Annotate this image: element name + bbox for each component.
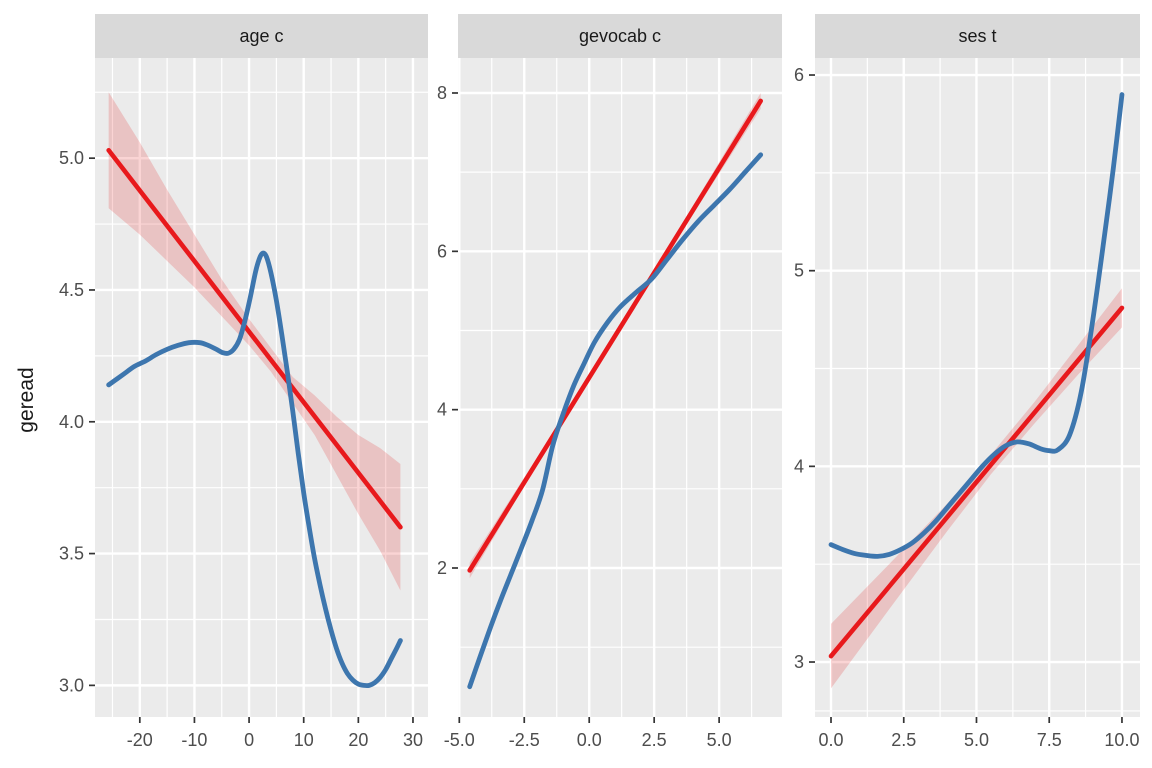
- x-tick-label: 20: [348, 730, 368, 750]
- y-tick-label: 6: [437, 241, 447, 261]
- facet-strip-age-c: age c: [95, 14, 428, 58]
- lm-regression-line: [828, 305, 1125, 659]
- panel-background: [95, 58, 428, 717]
- panel-series-group: [467, 92, 764, 690]
- x-tick-label: 30: [403, 730, 423, 750]
- y-tick-label: 4.5: [59, 280, 84, 300]
- panel-series-group: [828, 92, 1125, 689]
- facet-strip-label: age c: [239, 25, 284, 46]
- x-tick-label: 2.5: [891, 730, 916, 750]
- panel-background: [458, 58, 782, 717]
- x-tick-label: 7.5: [1037, 730, 1062, 750]
- y-tick-label: 3: [794, 652, 804, 672]
- y-tick-label: 8: [437, 83, 447, 103]
- facet-strip-label: ses t: [958, 25, 997, 46]
- y-tick-label: 5.0: [59, 148, 84, 168]
- facet-panel-1: -5.0 -2.5 0.0 2.5 5.0 2 4 6 8: [437, 58, 782, 750]
- x-tick-label: 0: [244, 730, 254, 750]
- x-tick-label: 5.0: [964, 730, 989, 750]
- lm-regression-line: [467, 98, 763, 573]
- y-tick-label: 3.5: [59, 544, 84, 564]
- x-tick-label: 2.5: [642, 730, 667, 750]
- loess-smooth-line: [106, 250, 403, 689]
- x-tick-label: 0.0: [818, 730, 843, 750]
- loess-smooth-line: [828, 92, 1125, 559]
- y-tick-label: 3.0: [59, 675, 84, 695]
- y-tick-label: 5: [794, 261, 804, 281]
- x-tick-label: 0.0: [577, 730, 602, 750]
- x-tick-label: -20: [127, 730, 153, 750]
- facet-strip-label: gevocab c: [578, 25, 662, 46]
- x-tick-label: 10: [294, 730, 314, 750]
- facet-panel-0: -20 -10 0 10 20 30 3.0 3.5 4.0 4.5 5.0: [59, 58, 428, 750]
- x-tick-label: -5.0: [444, 730, 475, 750]
- confidence-ribbon: [831, 288, 1122, 689]
- facet-strip-ses-t: ses t: [815, 14, 1140, 58]
- facet-panel-2: 0.0 2.5 5.0 7.5 10.0 3 4 5 6: [794, 58, 1140, 750]
- x-tick-label: -2.5: [509, 730, 540, 750]
- loess-smooth-line: [467, 152, 764, 690]
- facet-strip-gevocab-c: gevocab c: [458, 14, 782, 58]
- y-tick-label: 6: [794, 65, 804, 85]
- y-tick-label: 4: [794, 456, 804, 476]
- lm-regression-line: [106, 147, 403, 530]
- x-tick-label: 10.0: [1104, 730, 1139, 750]
- x-tick-label: -10: [181, 730, 207, 750]
- x-tick-label: 5.0: [707, 730, 732, 750]
- y-tick-label: 4: [437, 400, 447, 420]
- panel-series-group: [106, 92, 403, 689]
- y-tick-label: 2: [437, 558, 447, 578]
- y-tick-label: 4.0: [59, 412, 84, 432]
